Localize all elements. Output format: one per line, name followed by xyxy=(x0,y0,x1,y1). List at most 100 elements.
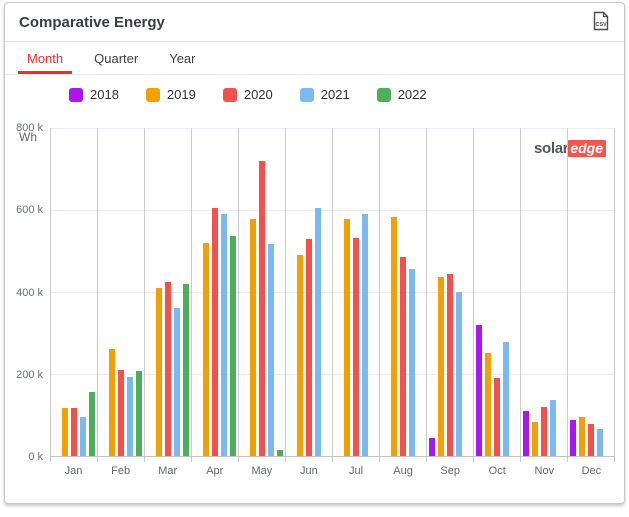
month-group-Mar xyxy=(145,128,192,456)
bar-slot xyxy=(417,128,426,456)
bar-slot xyxy=(577,128,586,456)
y-tick-label: 400 k xyxy=(16,286,43,299)
bar-2019-Sep[interactable] xyxy=(437,276,444,456)
bar-2018-Dec[interactable] xyxy=(569,419,576,456)
bar-2021-Nov[interactable] xyxy=(550,399,557,456)
bar-2020-May[interactable] xyxy=(259,160,265,456)
legend-item-2020[interactable]: 2020 xyxy=(222,87,273,102)
legend-item-2021[interactable]: 2021 xyxy=(299,87,350,102)
bar-slot xyxy=(445,128,454,456)
bar-2022-Mar[interactable] xyxy=(183,283,190,456)
bar-2019-Dec[interactable] xyxy=(578,417,585,456)
x-tick xyxy=(568,457,615,462)
bar-2021-Oct[interactable] xyxy=(503,342,510,456)
bar-2020-Nov[interactable] xyxy=(541,406,547,456)
x-tick xyxy=(192,457,239,462)
x-tick xyxy=(521,457,568,462)
bar-slot xyxy=(605,128,614,456)
bar-2019-Jan[interactable] xyxy=(61,407,68,456)
month-group-Jun xyxy=(286,128,333,456)
bar-2021-Feb[interactable] xyxy=(127,376,134,456)
legend-label: 2022 xyxy=(397,87,427,102)
month-group-Dec xyxy=(568,128,615,456)
y-axis: 800 k 600 k 400 k 200 k 0 k xyxy=(5,122,50,463)
bar-2020-Dec[interactable] xyxy=(588,424,594,456)
bar-slot xyxy=(474,128,483,456)
bar-2021-Jan[interactable] xyxy=(80,417,87,456)
solaredge-logo: solar edge xyxy=(534,140,606,158)
bar-2022-Apr[interactable] xyxy=(230,235,237,456)
bar-2022-Jan[interactable] xyxy=(89,392,96,456)
bar-2018-Sep[interactable] xyxy=(428,437,435,456)
bar-2019-May[interactable] xyxy=(249,219,256,456)
bar-2021-Sep[interactable] xyxy=(456,292,463,456)
bar-2020-Feb[interactable] xyxy=(118,369,124,456)
chart-legend: 2018 2019 2020 2021 2022 xyxy=(69,87,624,102)
bar-slot xyxy=(304,128,313,456)
legend-item-2022[interactable]: 2022 xyxy=(376,87,427,102)
x-label-Sep: Sep xyxy=(440,465,460,477)
bar-slot xyxy=(116,128,125,456)
legend-item-2018[interactable]: 2018 xyxy=(69,87,119,102)
bar-slot xyxy=(342,128,351,456)
bar-slot xyxy=(276,128,285,456)
csv-file-icon: CSV xyxy=(592,11,610,34)
bar-2021-Jun[interactable] xyxy=(315,208,322,456)
bar-slot xyxy=(530,128,539,456)
bar-2020-Apr[interactable] xyxy=(212,207,218,456)
bar-2019-Oct[interactable] xyxy=(484,353,491,456)
legend-item-2019[interactable]: 2019 xyxy=(145,87,196,102)
bar-2020-Aug[interactable] xyxy=(400,257,406,456)
bar-slot xyxy=(267,128,276,456)
bar-slot xyxy=(596,128,605,456)
bar-2021-Apr[interactable] xyxy=(221,214,228,456)
bar-slot xyxy=(98,128,107,456)
bar-2020-Oct[interactable] xyxy=(494,377,500,456)
bar-2021-Dec[interactable] xyxy=(597,428,604,456)
x-tick xyxy=(474,457,521,462)
bar-slot xyxy=(521,128,530,456)
bar-2021-May[interactable] xyxy=(268,244,275,456)
page-title: Comparative Energy xyxy=(19,13,165,31)
csv-export-button[interactable]: CSV xyxy=(592,11,610,34)
bar-2019-Jun[interactable] xyxy=(296,255,303,456)
bar-2020-Jul[interactable] xyxy=(353,238,359,456)
tab-year[interactable]: Year xyxy=(160,42,204,74)
bar-2020-Sep[interactable] xyxy=(447,273,453,456)
bar-slot xyxy=(154,128,163,456)
month-group-Jan xyxy=(50,128,98,456)
bar-slot xyxy=(69,128,78,456)
bar-2022-Feb[interactable] xyxy=(136,370,143,456)
bar-2021-Mar[interactable] xyxy=(174,307,181,456)
bar-2018-Oct[interactable] xyxy=(475,324,482,456)
bar-slot xyxy=(380,128,389,456)
tab-quarter[interactable]: Quarter xyxy=(85,42,147,74)
bar-2021-Aug[interactable] xyxy=(409,269,416,456)
tab-month-label: Month xyxy=(27,50,64,66)
y-axis-unit-label: Wh xyxy=(19,130,37,144)
bar-2019-Mar[interactable] xyxy=(155,287,162,456)
bar-slot xyxy=(436,128,445,456)
bar-2018-Nov[interactable] xyxy=(522,410,529,456)
x-tick xyxy=(286,457,333,462)
bar-slot xyxy=(192,128,201,456)
y-tick-label: 600 k xyxy=(16,204,43,217)
bar-slot xyxy=(239,128,248,456)
bar-2021-Jul[interactable] xyxy=(362,214,369,456)
bar-slot xyxy=(314,128,323,456)
bar-slot xyxy=(145,128,154,456)
bar-2020-Mar[interactable] xyxy=(165,281,171,456)
tab-month[interactable]: Month xyxy=(18,42,73,74)
bar-groups xyxy=(50,128,615,456)
bar-2019-Jul[interactable] xyxy=(343,219,350,456)
bar-2019-Aug[interactable] xyxy=(390,216,397,456)
bar-2020-Jun[interactable] xyxy=(306,238,312,456)
bar-slot xyxy=(558,128,567,456)
bar-2019-Feb[interactable] xyxy=(108,348,115,456)
bar-slot xyxy=(568,128,577,456)
bar-2019-Apr[interactable] xyxy=(202,242,209,456)
bar-2022-May[interactable] xyxy=(277,450,284,456)
bar-2019-Nov[interactable] xyxy=(531,421,538,456)
bar-2020-Jan[interactable] xyxy=(71,408,77,456)
bar-slot xyxy=(60,128,69,456)
